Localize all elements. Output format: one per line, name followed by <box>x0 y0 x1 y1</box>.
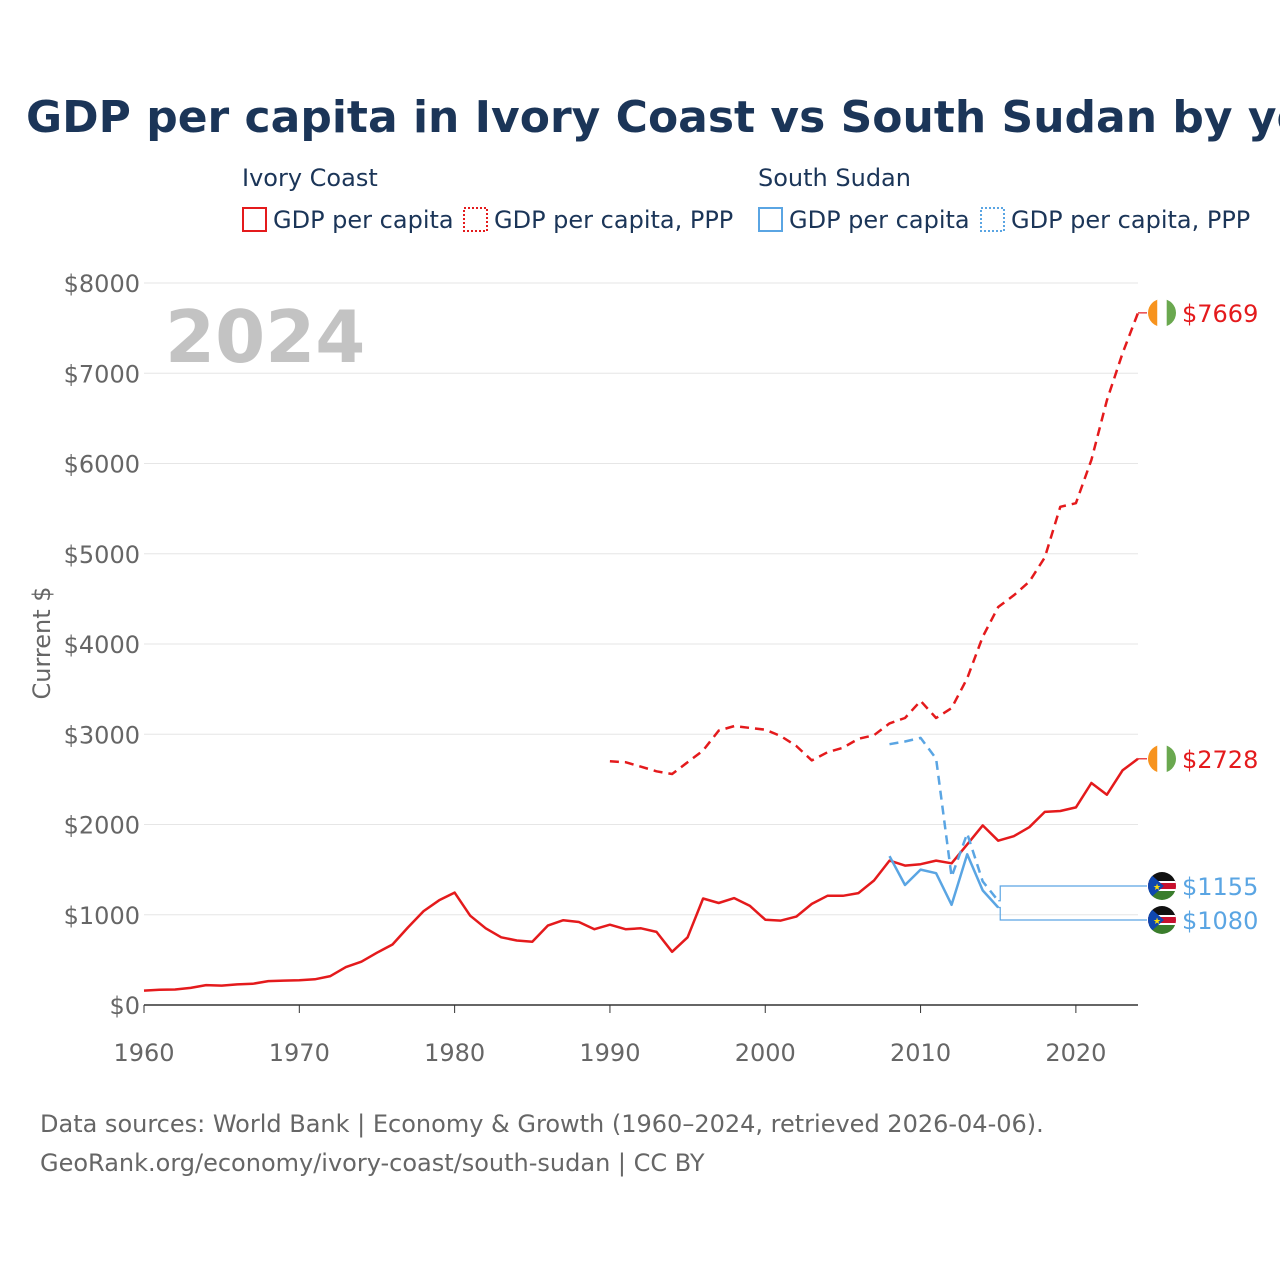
footer-url: GeoRank.org/economy/ivory-coast/south-su… <box>40 1149 705 1177</box>
x-tick-label: 1970 <box>269 1039 330 1067</box>
grid <box>144 282 1138 1006</box>
south-sudan-flag-icon: ★ <box>1148 906 1176 934</box>
legend-label-south-sudan-ppp: GDP per capita, PPP <box>1011 206 1250 234</box>
y-tick-label: $8000 <box>64 270 140 298</box>
series-line-ivory-coast-gdp-per-capita-ppp <box>609 312 1140 776</box>
end-value-label: $7669 <box>1182 300 1258 328</box>
y-tick-label: $0 <box>109 992 140 1020</box>
y-tick-label: $4000 <box>64 631 140 659</box>
end-value-label: $1155 <box>1182 873 1258 901</box>
end-labels: $2728 $7669 ★ $1080 ★ $1155 <box>998 298 1258 935</box>
y-tick-label: $1000 <box>64 902 140 930</box>
legend-label-south-sudan-gdp: GDP per capita <box>789 206 970 234</box>
end-connector <box>998 885 1147 902</box>
y-tick-label: $7000 <box>64 360 140 388</box>
footer-sources: Data sources: World Bank | Economy & Gro… <box>40 1110 1044 1138</box>
svg-text:★: ★ <box>1153 883 1161 893</box>
end-value-label: $1080 <box>1182 907 1258 935</box>
end-value-label: $2728 <box>1182 746 1258 774</box>
legend-label-ivory-coast-gdp: GDP per capita <box>273 206 454 234</box>
y-axis: $0 $1000 $2000 $3000 $4000 $5000 $6000 $7000 $80… <box>64 270 140 1020</box>
series-line-south-sudan-gdp-per-capita <box>888 853 1000 909</box>
legend-swatch-ivory-coast-ppp <box>463 207 488 232</box>
x-tick-label: 2020 <box>1045 1039 1106 1067</box>
legend: Ivory Coast GDP per capita GDP per capit… <box>242 164 1250 234</box>
legend-swatch-south-sudan-ppp <box>980 207 1005 232</box>
svg-text:★: ★ <box>1153 917 1161 927</box>
series-lines <box>143 312 1140 992</box>
y-axis-label: Current $ <box>28 586 56 699</box>
legend-label-ivory-coast-ppp: GDP per capita, PPP <box>494 206 733 234</box>
y-tick-label: $5000 <box>64 541 140 569</box>
x-tick-label: 1960 <box>113 1039 174 1067</box>
south-sudan-flag-icon: ★ <box>1148 872 1176 900</box>
x-tick-label: 1980 <box>424 1039 485 1067</box>
series-line-south-sudan-gdp-per-capita-ppp <box>889 736 1000 902</box>
chart-title: GDP per capita in Ivory Coast vs South S… <box>26 92 1280 143</box>
legend-group-south-sudan: South Sudan <box>758 164 911 192</box>
x-tick-label: 2010 <box>890 1039 951 1067</box>
x-tick-label: 1990 <box>579 1039 640 1067</box>
year-watermark: 2024 <box>165 295 365 379</box>
y-tick-label: $6000 <box>64 451 140 479</box>
ivory-coast-flag-icon <box>1148 298 1176 327</box>
legend-swatch-south-sudan-gdp <box>758 207 783 232</box>
x-axis: 1960 1970 1980 1990 2000 2010 2020 <box>113 1004 1138 1067</box>
legend-group-ivory-coast: Ivory Coast <box>242 164 378 192</box>
series-line-ivory-coast-gdp-per-capita <box>143 757 1139 992</box>
legend-swatch-ivory-coast-gdp <box>242 207 267 232</box>
y-tick-label: $3000 <box>64 721 140 749</box>
ivory-coast-flag-icon <box>1148 744 1176 773</box>
end-connector <box>998 906 1147 921</box>
y-tick-label: $2000 <box>64 812 140 840</box>
x-tick-label: 2000 <box>735 1039 796 1067</box>
